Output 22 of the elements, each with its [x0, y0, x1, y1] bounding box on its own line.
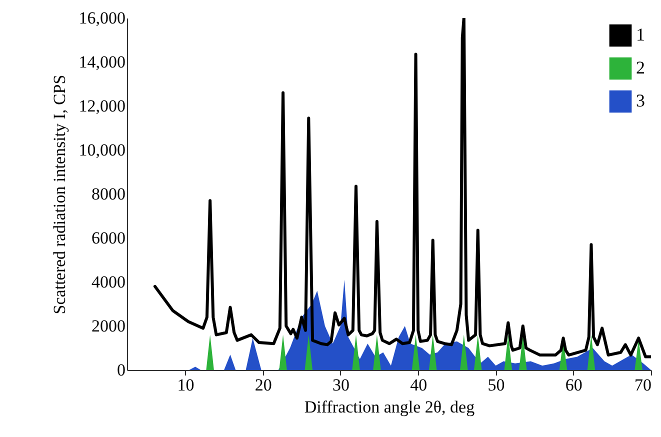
legend-label: 3	[636, 90, 645, 110]
x-tick-label: 60	[565, 376, 582, 394]
y-tick-label: 12,000	[78, 96, 126, 116]
y-tick-label: 6000	[92, 228, 126, 248]
y-tick-label: 0	[117, 360, 126, 380]
y-tick-label: 10,000	[78, 140, 126, 160]
y-tick-label: 4000	[92, 272, 126, 292]
y-tick-label: 2000	[92, 316, 126, 336]
y-tick-label: 14,000	[78, 52, 126, 72]
x-tick-label: 20	[254, 376, 272, 394]
x-tick-label: 10	[177, 376, 194, 394]
legend-label: 2	[636, 58, 645, 78]
x-tick-label: 40	[410, 376, 428, 394]
x-axis-title: Diffraction angle 2θ, deg	[304, 398, 476, 416]
y-tick-label: 16,000	[78, 8, 126, 28]
legend-label: 1	[636, 24, 645, 44]
y-axis-title: Scattered radiation intensity I, CPS	[50, 74, 69, 314]
line-series	[153, 18, 651, 358]
x-tick-label: 70	[634, 376, 652, 394]
x-tick-label: 50	[488, 376, 505, 394]
y-tick-label: 8000	[92, 184, 126, 204]
x-tick-label: 30	[332, 376, 350, 394]
